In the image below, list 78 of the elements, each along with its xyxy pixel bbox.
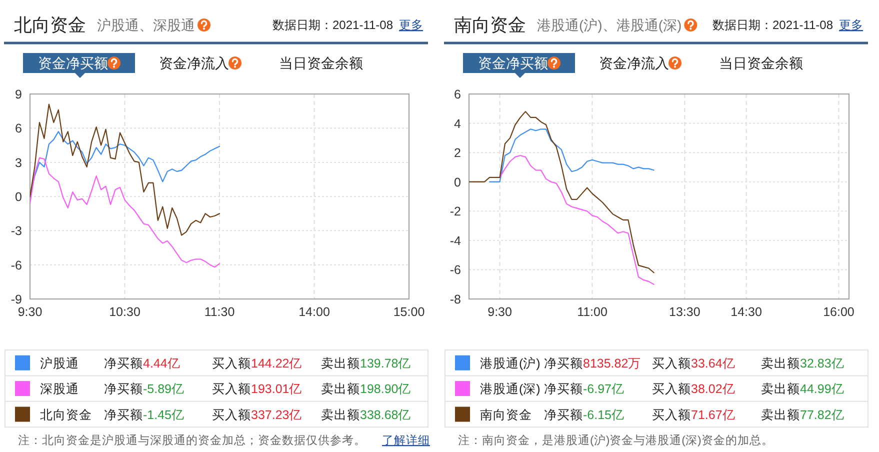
y-tick-label: 4 [454, 116, 462, 131]
text: 买入额 [652, 382, 691, 396]
text: 33.64亿 [691, 356, 736, 370]
x-tick-label: 11:30 [204, 305, 235, 319]
text: -5.89亿 [143, 382, 184, 396]
x-tick-label: 11:00 [577, 305, 608, 319]
text: 更多 [839, 18, 863, 32]
y-tick-label: 6 [15, 122, 22, 136]
x-tick-label: 13:30 [669, 305, 700, 319]
chart-title: 南向资金 [454, 15, 526, 35]
y-tick-label: 6 [454, 88, 462, 102]
text: -6.97亿 [583, 382, 624, 396]
text: 144.22亿 [251, 356, 302, 370]
text: -1.45亿 [143, 408, 184, 422]
y-tick-label: -8 [450, 292, 462, 306]
legend-label: 沪股通 [40, 355, 79, 370]
chart-subtitle: 沪股通、深股通 [97, 17, 195, 33]
text: 44.99亿 [800, 382, 844, 396]
text: 数据日期：2021-11-08 [272, 18, 394, 32]
legend-label: 北向资金 [40, 408, 92, 422]
text: 净买额 [544, 408, 583, 422]
text: 买入额 [212, 382, 251, 396]
text: 198.90亿 [360, 382, 412, 396]
y-tick-label: 3 [15, 156, 22, 170]
text: 净买额 [544, 356, 583, 370]
text: 32.83亿 [800, 356, 844, 370]
y-tick-label: -6 [10, 258, 22, 272]
x-tick-label: 10:30 [109, 305, 140, 319]
text: -6.15亿 [583, 408, 624, 422]
text: 卖出额 [761, 382, 800, 396]
chart-title: 北向资金 [14, 15, 86, 35]
y-tick-label: 9 [15, 88, 22, 102]
text: 卖出额 [761, 408, 800, 422]
text: 买入额 [212, 356, 251, 370]
legend-label: 南向资金 [480, 408, 532, 422]
legend-label: 港股通(沪) [480, 355, 540, 370]
text: 77.82亿 [800, 408, 844, 422]
text: 净买额 [544, 382, 583, 396]
x-tick-label: 14:00 [298, 305, 330, 319]
text: 卖出额 [761, 356, 800, 370]
y-tick-label: 0 [454, 175, 462, 190]
text: 净买额 [104, 408, 143, 422]
text: 卖出额 [321, 356, 360, 370]
chart-subtitle: 港股通(沪)、港股通(深) [537, 17, 682, 33]
y-tick-label: 2 [454, 146, 462, 160]
text: 买入额 [652, 408, 691, 422]
text: 净买额 [104, 356, 143, 370]
text: 卖出额 [321, 382, 360, 396]
text: 卖出额 [321, 408, 360, 422]
text: 买入额 [212, 408, 251, 422]
y-tick-label: -9 [10, 292, 22, 306]
x-tick-label: 14:30 [730, 305, 762, 319]
y-tick-label: -3 [10, 224, 22, 238]
x-tick-label: 9:30 [18, 305, 42, 319]
y-tick-label: -6 [450, 263, 462, 278]
y-tick-label: 0 [15, 190, 22, 204]
text: 4.44亿 [143, 356, 180, 370]
x-tick-label: 15:00 [393, 305, 425, 319]
y-tick-label: -2 [450, 204, 462, 219]
text: 338.68亿 [360, 408, 412, 422]
y-tick-label: -4 [450, 234, 462, 248]
text: 净买额 [104, 382, 143, 396]
text: 注：南向资金，是港股通(沪)资金与港股通(深)资金的加总。 [458, 433, 774, 447]
text: 71.67亿 [691, 408, 736, 422]
text: 38.02亿 [691, 382, 736, 396]
text: 8135.82万 [583, 356, 642, 370]
text: 193.01亿 [251, 382, 302, 396]
legend-label: 港股通(深) [480, 382, 540, 396]
text: 337.23亿 [251, 408, 302, 422]
x-tick-label: 9:30 [488, 305, 512, 319]
text: 139.78亿 [360, 356, 412, 370]
x-tick-label: 16:00 [823, 305, 854, 319]
text: 了解详细 [382, 433, 430, 447]
text: 数据日期：2021-11-08 [712, 18, 834, 32]
text: 买入额 [652, 356, 691, 370]
legend-label: 深股通 [40, 382, 79, 396]
text: 注：北向资金是沪股通与深股通的资金加总；资金数据仅供参考。 [18, 433, 366, 447]
text: 更多 [399, 18, 423, 32]
